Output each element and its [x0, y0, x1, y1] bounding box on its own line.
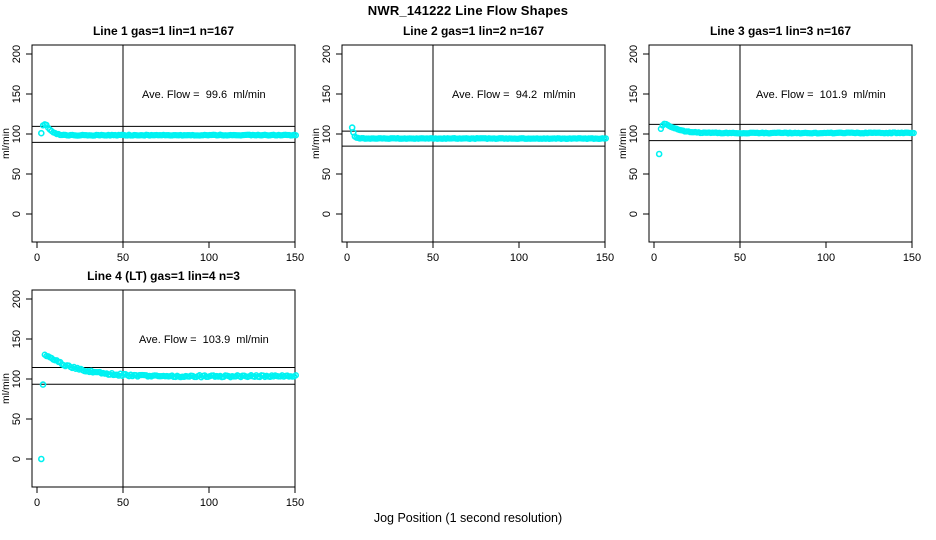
y-tick-label: 200: [11, 45, 23, 63]
y-axis-label: ml/min: [2, 373, 12, 404]
y-tick-label: 50: [628, 168, 640, 180]
y-tick-label: 100: [11, 125, 23, 143]
panel-line-1: Line 1 gas=1 lin=1 n=167 0 50 100 150 0 50 100 1…: [2, 24, 304, 264]
ave-flow-annotation: Ave. Flow = 103.9 ml/min: [139, 334, 269, 346]
y-axis-label: ml/min: [2, 128, 12, 159]
x-tick-label: 0: [344, 252, 350, 264]
y-tick-label: 0: [11, 456, 23, 462]
panel-title: Line 1 gas=1 lin=1 n=167: [93, 24, 234, 38]
y-axis-label: ml/min: [619, 128, 629, 159]
panel-title: Line 2 gas=1 lin=2 n=167: [403, 24, 544, 38]
y-tick-label: 150: [11, 330, 23, 348]
y-tick-label: 0: [11, 211, 23, 217]
y-tick-label: 200: [628, 45, 640, 63]
panel-line-3: Line 3 gas=1 lin=3 n=167 0 50 100 150 0 50 100 1…: [619, 24, 921, 264]
plot-box: [31, 44, 296, 243]
data-point-outlier: [39, 381, 47, 388]
x-axis-label: Jog Position (1 second resolution): [373, 511, 563, 525]
y-tick-label: 50: [11, 413, 23, 425]
y-tick-label: 200: [11, 290, 23, 308]
data-point-outlier: [37, 455, 45, 463]
y-tick-label: 0: [321, 211, 333, 217]
y-tick-label: 150: [628, 85, 640, 103]
x-tick-label: 150: [286, 252, 304, 264]
x-tick-label: 0: [34, 497, 40, 509]
data-point: [910, 129, 917, 137]
data-point-outlier: [37, 129, 45, 137]
data-point-outlier: [655, 150, 663, 158]
y-axis-label: ml/min: [312, 128, 322, 159]
data-point: [602, 135, 610, 142]
x-tick-label: 50: [427, 252, 439, 264]
x-tick-label: 100: [200, 252, 218, 264]
x-tick-label: 100: [200, 497, 218, 509]
x-tick-label: 150: [903, 252, 921, 264]
plot-box: [31, 289, 296, 488]
y-tick-label: 50: [321, 168, 333, 180]
ave-flow-annotation: Ave. Flow = 101.9 ml/min: [756, 89, 886, 101]
x-tick-label: 150: [596, 252, 614, 264]
data-point: [292, 132, 300, 139]
y-tick-label: 100: [11, 370, 23, 388]
panel-line-4: Line 4 (LT) gas=1 lin=4 n=3 0 50 100 150 0 50 1…: [2, 269, 304, 509]
ave-flow-annotation: Ave. Flow = 94.2 ml/min: [452, 89, 576, 101]
plot-box: [648, 44, 913, 243]
y-tick-label: 150: [321, 85, 333, 103]
y-tick-label: 150: [11, 85, 23, 103]
panel-title: Line 4 (LT) gas=1 lin=4 n=3: [87, 269, 240, 283]
y-tick-label: 100: [321, 125, 333, 143]
chart-title: NWR_141222 Line Flow Shapes: [367, 3, 569, 18]
y-tick-label: 50: [11, 168, 23, 180]
plot-box: [341, 44, 606, 243]
x-tick-label: 100: [817, 252, 835, 264]
panel-line-2: Line 2 gas=1 lin=2 n=167 0 50 100 150 0 50 100 1…: [312, 24, 614, 264]
y-tick-label: 200: [321, 45, 333, 63]
data-point: [292, 372, 300, 379]
x-tick-label: 50: [734, 252, 746, 264]
x-tick-label: 50: [117, 252, 129, 264]
x-tick-label: 100: [510, 252, 528, 264]
y-tick-label: 100: [628, 125, 640, 143]
x-tick-label: 150: [286, 497, 304, 509]
panel-title: Line 3 gas=1 lin=3 n=167: [710, 24, 851, 38]
y-tick-label: 0: [628, 211, 640, 217]
x-tick-label: 50: [117, 497, 129, 509]
x-tick-label: 0: [651, 252, 657, 264]
x-tick-label: 0: [34, 252, 40, 264]
ave-flow-annotation: Ave. Flow = 99.6 ml/min: [142, 89, 266, 101]
